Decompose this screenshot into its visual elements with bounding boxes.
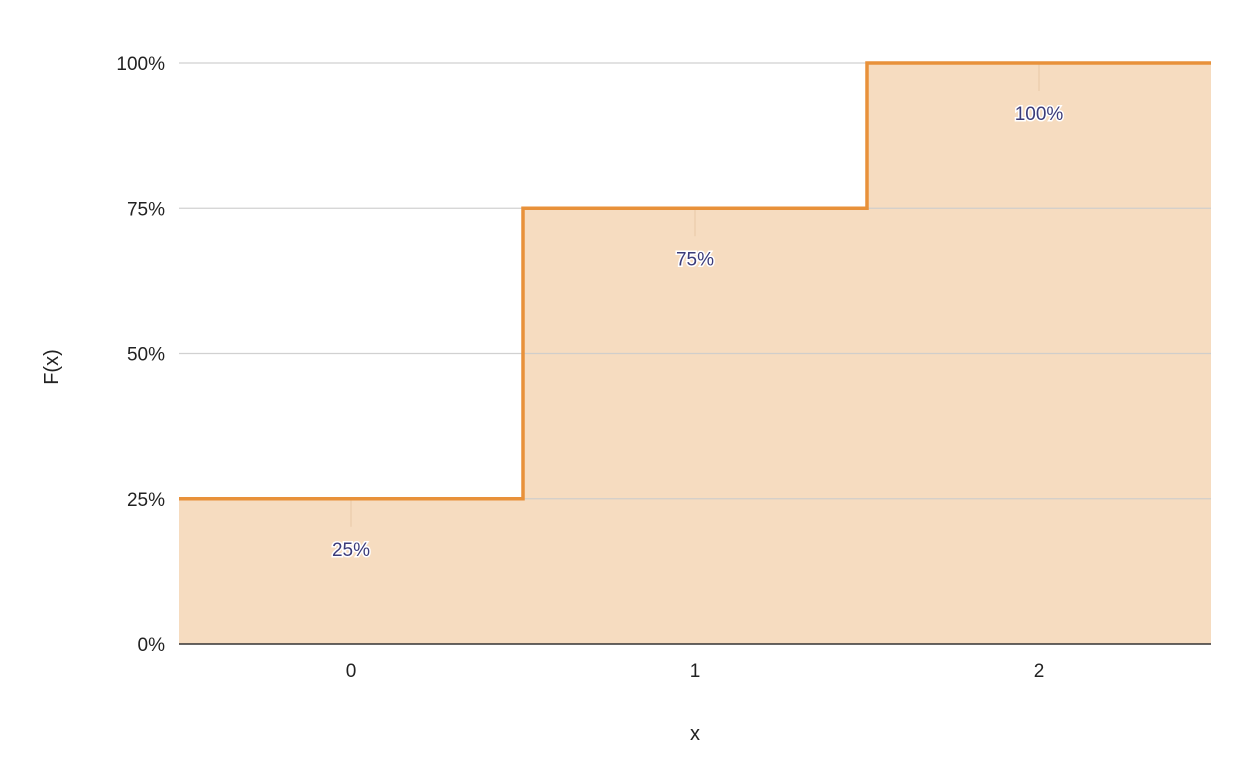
- y-tick-label-0pct: 0%: [138, 635, 166, 656]
- y-axis-title: F(x): [41, 349, 63, 385]
- step-line: [179, 61, 1211, 501]
- data-label-2: 100%: [1015, 104, 1064, 125]
- label-stems: [350, 63, 1040, 527]
- y-tick-label-25pct: 25%: [127, 490, 165, 511]
- step-line-layer: [179, 61, 1211, 501]
- x-tick-label-1: 1: [690, 661, 701, 682]
- y-tick-labels: 0% 25% 50% 75% 100%: [116, 54, 165, 656]
- x-tick-label-2: 2: [1034, 661, 1045, 682]
- data-label-0: 25%: [332, 540, 370, 561]
- data-label-1: 75%: [676, 249, 714, 270]
- x-tick-label-0: 0: [346, 661, 357, 682]
- x-tick-labels: 0 1 2: [346, 661, 1045, 682]
- x-axis-title: x: [690, 723, 700, 745]
- y-tick-label-50pct: 50%: [127, 345, 165, 366]
- y-tick-label-100pct: 100%: [116, 54, 165, 75]
- y-tick-label-75pct: 75%: [127, 199, 165, 220]
- data-labels: 25% 75% 100%: [330, 103, 1064, 563]
